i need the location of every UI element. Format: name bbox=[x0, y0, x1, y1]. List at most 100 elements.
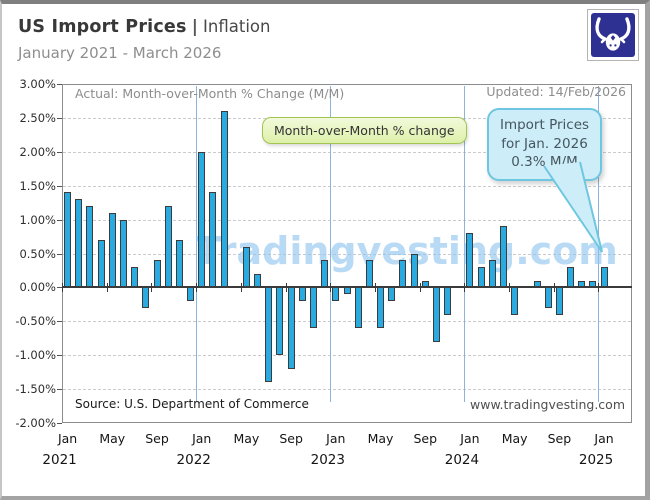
zero-line-tick bbox=[106, 282, 108, 292]
x-axis-month-label: Sep bbox=[279, 431, 303, 446]
y-axis-label: 3.00% bbox=[19, 77, 56, 91]
bar bbox=[64, 192, 72, 288]
bar bbox=[499, 226, 507, 288]
bar bbox=[432, 287, 440, 342]
y-axis-label: 1.50% bbox=[19, 178, 56, 193]
bar bbox=[466, 233, 474, 288]
x-axis-year-label: 2024 bbox=[444, 452, 480, 468]
y-axis-tick bbox=[57, 117, 62, 119]
page-title: US Import Prices | Inflation bbox=[18, 17, 270, 37]
source-note: Source: U.S. Department of Commerce bbox=[75, 397, 309, 411]
bar bbox=[86, 206, 94, 288]
bar bbox=[332, 287, 340, 301]
bar bbox=[187, 287, 195, 301]
x-axis-month-label: Sep bbox=[145, 431, 169, 446]
bar bbox=[298, 287, 306, 301]
bar bbox=[142, 287, 150, 308]
bar bbox=[410, 253, 418, 288]
bar bbox=[488, 260, 496, 288]
x-axis-year-label: 2025 bbox=[578, 452, 614, 468]
zero-line-tick bbox=[553, 282, 555, 292]
y-axis-label: -0.50% bbox=[15, 314, 56, 329]
zero-line-tick bbox=[509, 282, 511, 292]
bar bbox=[321, 260, 329, 288]
bar bbox=[343, 287, 351, 295]
bar bbox=[254, 273, 262, 288]
y-axis-label: 0.00% bbox=[19, 280, 56, 295]
x-axis-month-label: Jan bbox=[57, 431, 78, 446]
bar bbox=[309, 287, 317, 329]
bar bbox=[119, 219, 127, 288]
bar bbox=[399, 260, 407, 288]
zero-line-tick bbox=[464, 282, 466, 292]
y-axis-label: 2.50% bbox=[19, 110, 56, 125]
bar bbox=[544, 287, 552, 308]
y-axis-tick bbox=[57, 389, 62, 391]
bar bbox=[578, 280, 586, 288]
gridline bbox=[63, 321, 631, 323]
bar bbox=[377, 287, 385, 329]
zero-line-tick bbox=[598, 282, 600, 292]
y-axis-label: 1.00% bbox=[19, 212, 56, 227]
y-axis-tick bbox=[57, 355, 62, 357]
x-axis-month-label: Jan bbox=[326, 431, 346, 446]
y-axis-label: -2.00% bbox=[15, 416, 56, 430]
zero-line-tick bbox=[419, 282, 421, 292]
y-axis-tick bbox=[57, 151, 62, 153]
gridline bbox=[63, 389, 631, 391]
gridline bbox=[63, 185, 631, 187]
bar bbox=[153, 260, 161, 288]
green-annotation-label: Month-over-Month % change bbox=[262, 117, 467, 144]
x-axis-year-label: 2023 bbox=[310, 452, 345, 468]
y-axis-label: 2.00% bbox=[19, 144, 56, 159]
x-axis-month-label: May bbox=[367, 431, 394, 446]
y-axis-tick bbox=[57, 219, 62, 221]
bar bbox=[198, 151, 206, 288]
tradingvesting-bull-logo bbox=[587, 9, 639, 61]
bar bbox=[265, 287, 273, 383]
x-axis-month-label: Sep bbox=[547, 431, 572, 446]
gridline bbox=[63, 253, 631, 255]
x-axis-year-label: 2022 bbox=[176, 452, 211, 468]
bar bbox=[209, 192, 217, 288]
title-separator: | bbox=[191, 17, 198, 37]
y-axis-label: -1.50% bbox=[15, 382, 56, 397]
x-axis-month-label: May bbox=[233, 431, 260, 446]
zero-line-tick bbox=[240, 282, 242, 292]
bar bbox=[108, 212, 116, 288]
date-range-subtitle: January 2021 - March 2026 bbox=[18, 44, 222, 62]
bar bbox=[444, 287, 452, 315]
zero-line-tick bbox=[196, 282, 198, 292]
bar bbox=[477, 267, 485, 288]
watermark-text: Tradingvesting.com bbox=[196, 229, 618, 273]
x-axis-month-label: Jan bbox=[460, 431, 480, 446]
bar bbox=[75, 199, 83, 288]
bar bbox=[555, 287, 563, 315]
y-axis-label: 0.50% bbox=[19, 246, 56, 261]
y-axis-tick bbox=[57, 287, 62, 289]
bar bbox=[97, 239, 105, 288]
x-axis-month-label: Sep bbox=[413, 431, 438, 446]
bar bbox=[365, 260, 373, 288]
bar bbox=[533, 280, 541, 288]
bar bbox=[421, 280, 429, 288]
zero-line-tick bbox=[151, 282, 153, 292]
bar bbox=[164, 206, 172, 288]
bull-icon bbox=[591, 13, 635, 57]
bar bbox=[600, 267, 608, 288]
zero-line-tick bbox=[374, 282, 376, 292]
bar bbox=[175, 239, 183, 288]
x-axis-month-label: Jan bbox=[594, 431, 614, 446]
year-boundary-line bbox=[196, 86, 198, 402]
bar bbox=[287, 287, 295, 369]
gridline bbox=[63, 355, 631, 357]
y-axis-label: -1.00% bbox=[15, 348, 56, 363]
zero-line-tick bbox=[330, 282, 332, 292]
bar bbox=[589, 280, 597, 288]
x-axis-month-label: Jan bbox=[192, 431, 212, 446]
year-boundary-line bbox=[330, 86, 332, 402]
bar bbox=[567, 267, 575, 288]
x-axis-month-label: May bbox=[501, 431, 528, 446]
bar bbox=[242, 246, 250, 288]
